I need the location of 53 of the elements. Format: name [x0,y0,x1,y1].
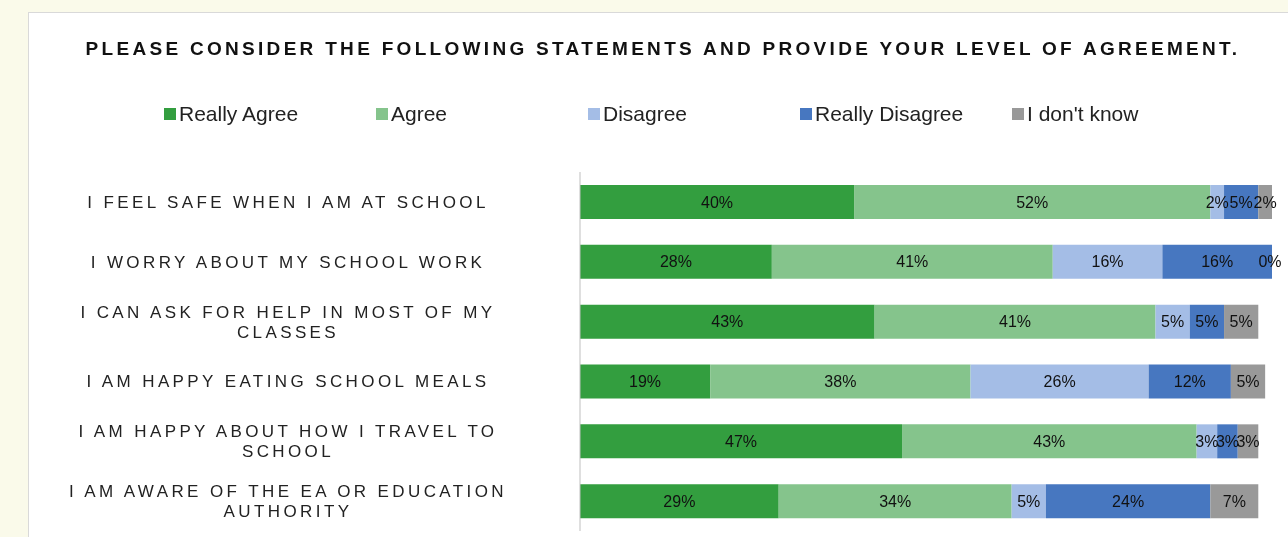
bar [970,364,1149,399]
data-label: 41% [896,253,929,271]
bar [874,304,1156,339]
data-label: 7% [1222,492,1246,510]
data-label: 34% [879,492,912,510]
y-tick-label: I WORRY ABOUT MY SCHOOL WORK [90,252,486,272]
data-label: 43% [1033,432,1066,450]
data-label: 16% [1201,253,1234,271]
data-label: 24% [1112,492,1145,510]
bar [710,364,971,399]
y-tick-label: I AM HAPPY EATING SCHOOL MEALS [86,371,490,391]
bar [902,424,1197,459]
data-label: 43% [711,313,744,331]
data-label: 29% [663,492,696,510]
bar [771,244,1053,279]
data-label: 5% [1229,193,1253,211]
bar [580,364,711,399]
data-label: 2% [1205,193,1229,211]
legend-label: Agree [391,102,448,126]
bar [778,484,1012,519]
data-label: 5% [1161,313,1185,331]
y-tick-label: I CAN ASK FOR HELP IN MOST OF MY CLASSES [80,302,496,342]
bar [580,185,855,219]
bar [580,304,875,339]
data-label: 41% [999,313,1032,331]
legend-label: Really Agree [179,102,299,126]
data-label: 47% [724,432,758,450]
data-label: 5% [1229,313,1253,331]
data-label: 5% [1236,373,1260,390]
legend-label: I don't know [1027,102,1139,126]
data-label: 26% [1043,373,1076,390]
legend-label: Really Disagree [815,102,964,126]
data-label: 12% [1173,373,1206,390]
bar [580,424,903,459]
data-label: 16% [1091,253,1124,271]
bar [1210,484,1259,519]
bar [1045,484,1211,519]
y-tick-label: I FEEL SAFE WHEN I AM AT SCHOOL [87,192,489,212]
data-label: 5% [1017,492,1041,510]
bar [1052,244,1163,279]
data-label: 38% [824,373,857,390]
data-label: 40% [701,193,734,211]
legend-label: Disagree [603,102,688,126]
data-label: 19% [629,373,662,390]
data-label: 28% [659,253,692,271]
bar [580,244,772,279]
data-label: 5% [1195,313,1219,331]
y-tick-label: I AM HAPPY ABOUT HOW I TRAVEL TO SCHOOL [78,421,498,461]
bar [1148,364,1231,399]
bar [580,484,779,519]
chart-title: PLEASE CONSIDER THE FOLLOWING STATEMENTS AND PROVIDE YOUR LEVEL OF AGREEMENT. [84,38,1242,60]
y-tick-label: I AM AWARE OF THE EA OR EDUCATION AUTHORITY [68,481,508,521]
data-label: 52% [1016,193,1049,211]
